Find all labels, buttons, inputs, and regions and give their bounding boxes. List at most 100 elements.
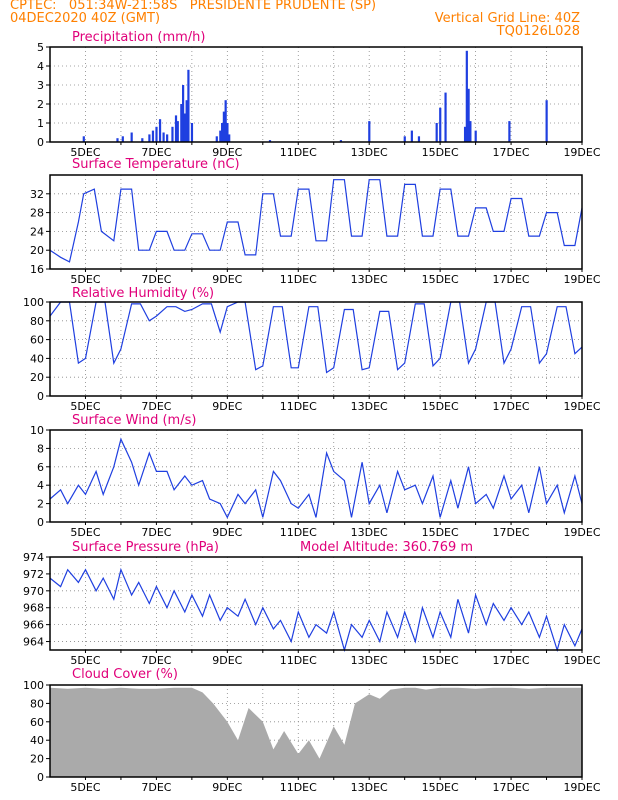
x-tick-label: 17DEC xyxy=(493,273,530,286)
x-tick-label: 17DEC xyxy=(493,526,530,539)
y-tick-label: 40 xyxy=(30,352,44,365)
x-tick-label: 19DEC xyxy=(563,526,600,539)
x-tick-label: 13DEC xyxy=(351,146,388,159)
y-tick-label: 4 xyxy=(37,60,44,73)
x-tick-label: 15DEC xyxy=(422,273,459,286)
precip-bar xyxy=(116,138,119,142)
y-tick-label: 40 xyxy=(30,734,44,747)
x-tick-label: 7DEC xyxy=(141,654,171,667)
x-tick-label: 13DEC xyxy=(351,526,388,539)
panel-frame xyxy=(49,556,583,651)
series-line xyxy=(49,301,583,374)
x-tick-label: 5DEC xyxy=(70,781,100,794)
header-run-id: TQ0126L028 xyxy=(496,24,580,39)
y-tick-label: 20 xyxy=(30,371,44,384)
precip-bar xyxy=(469,121,472,142)
y-tick-label: 80 xyxy=(30,315,44,328)
precip-bar xyxy=(82,136,85,142)
precip-bar xyxy=(182,85,185,142)
x-tick-label: 11DEC xyxy=(280,273,317,286)
y-tick-label: 16 xyxy=(30,263,44,276)
series-line xyxy=(49,437,583,519)
y-tick-label: 964 xyxy=(23,636,44,649)
header-line1: CPTEC: 051:34W-21:58S PRESIDENTE PRUDENT… xyxy=(10,0,377,13)
precip-bar xyxy=(190,123,194,142)
y-tick-label: 8 xyxy=(37,442,44,455)
y-tick-label: 0 xyxy=(37,390,44,403)
y-tick-label: 28 xyxy=(30,207,44,220)
x-tick-label: 17DEC xyxy=(493,146,530,159)
x-tick-label: 9DEC xyxy=(212,400,242,413)
precip-bar xyxy=(221,123,224,142)
cloud-area xyxy=(50,687,582,777)
x-tick-label: 15DEC xyxy=(422,654,459,667)
panel-title: Precipitation (mm/h) xyxy=(72,30,205,45)
y-tick-label: 100 xyxy=(23,679,44,692)
y-tick-label: 10 xyxy=(30,424,44,437)
y-tick-label: 0 xyxy=(37,516,44,529)
x-tick-label: 19DEC xyxy=(563,273,600,286)
precip-bar xyxy=(224,100,227,142)
precip-bar xyxy=(180,104,183,142)
series-line xyxy=(49,567,583,653)
precip-bar xyxy=(148,134,151,142)
panel-frame xyxy=(49,174,583,270)
precip-bar xyxy=(463,126,467,142)
x-tick-label: 15DEC xyxy=(422,400,459,413)
precip-bar xyxy=(176,121,179,142)
precip-bar xyxy=(339,140,343,142)
y-tick-label: 3 xyxy=(37,79,44,92)
precip-bar xyxy=(228,134,231,142)
x-tick-label: 19DEC xyxy=(563,781,600,794)
model-altitude-note: Model Altitude: 360.769 m xyxy=(300,540,473,555)
precip-bar xyxy=(222,111,225,142)
y-tick-label: 60 xyxy=(30,334,44,347)
panel-frame xyxy=(49,429,583,523)
header-line2: 04DEC2020 40Z (GMT) xyxy=(10,11,161,26)
y-tick-label: 972 xyxy=(23,568,44,581)
x-tick-label: 7DEC xyxy=(141,146,171,159)
precip-bar xyxy=(467,88,470,142)
precip-bar xyxy=(158,119,162,142)
precip-bar xyxy=(435,123,438,142)
x-tick-label: 15DEC xyxy=(422,526,459,539)
precip-bar xyxy=(166,134,169,142)
precip-bar xyxy=(444,92,447,142)
x-tick-label: 5DEC xyxy=(70,526,100,539)
y-tick-label: 20 xyxy=(30,753,44,766)
x-tick-label: 17DEC xyxy=(493,400,530,413)
y-tick-label: 2 xyxy=(37,498,44,511)
precip-bar xyxy=(121,136,124,142)
y-tick-label: 4 xyxy=(37,479,44,492)
x-tick-label: 7DEC xyxy=(141,781,171,794)
panel-frame xyxy=(49,301,583,397)
x-tick-label: 7DEC xyxy=(141,526,171,539)
y-tick-label: 2 xyxy=(37,98,44,111)
panel-title: Cloud Cover (%) xyxy=(72,667,178,682)
y-tick-label: 60 xyxy=(30,716,44,729)
panel-title: Relative Humidity (%) xyxy=(72,286,214,301)
y-tick-label: 1 xyxy=(37,117,44,130)
y-tick-label: 968 xyxy=(23,602,44,615)
x-tick-label: 11DEC xyxy=(280,654,317,667)
x-tick-label: 19DEC xyxy=(563,400,600,413)
precip-bar xyxy=(185,100,188,142)
precip-bar xyxy=(130,132,133,142)
x-tick-label: 11DEC xyxy=(280,400,317,413)
x-tick-label: 7DEC xyxy=(141,400,171,413)
x-tick-label: 9DEC xyxy=(212,781,242,794)
precip-bar xyxy=(403,136,406,142)
precip-bar xyxy=(174,115,178,142)
x-tick-label: 13DEC xyxy=(351,781,388,794)
precip-bar xyxy=(187,69,190,142)
header-gridline-note: Vertical Grid Line: 40Z xyxy=(434,11,580,26)
x-tick-label: 9DEC xyxy=(212,654,242,667)
precip-bar xyxy=(465,50,468,142)
panel-frame xyxy=(49,684,583,778)
y-tick-label: 974 xyxy=(23,551,44,564)
y-tick-label: 20 xyxy=(30,244,44,257)
y-tick-label: 32 xyxy=(30,188,44,201)
x-tick-label: 13DEC xyxy=(351,654,388,667)
x-tick-label: 5DEC xyxy=(70,273,100,286)
precip-bar xyxy=(368,121,371,142)
